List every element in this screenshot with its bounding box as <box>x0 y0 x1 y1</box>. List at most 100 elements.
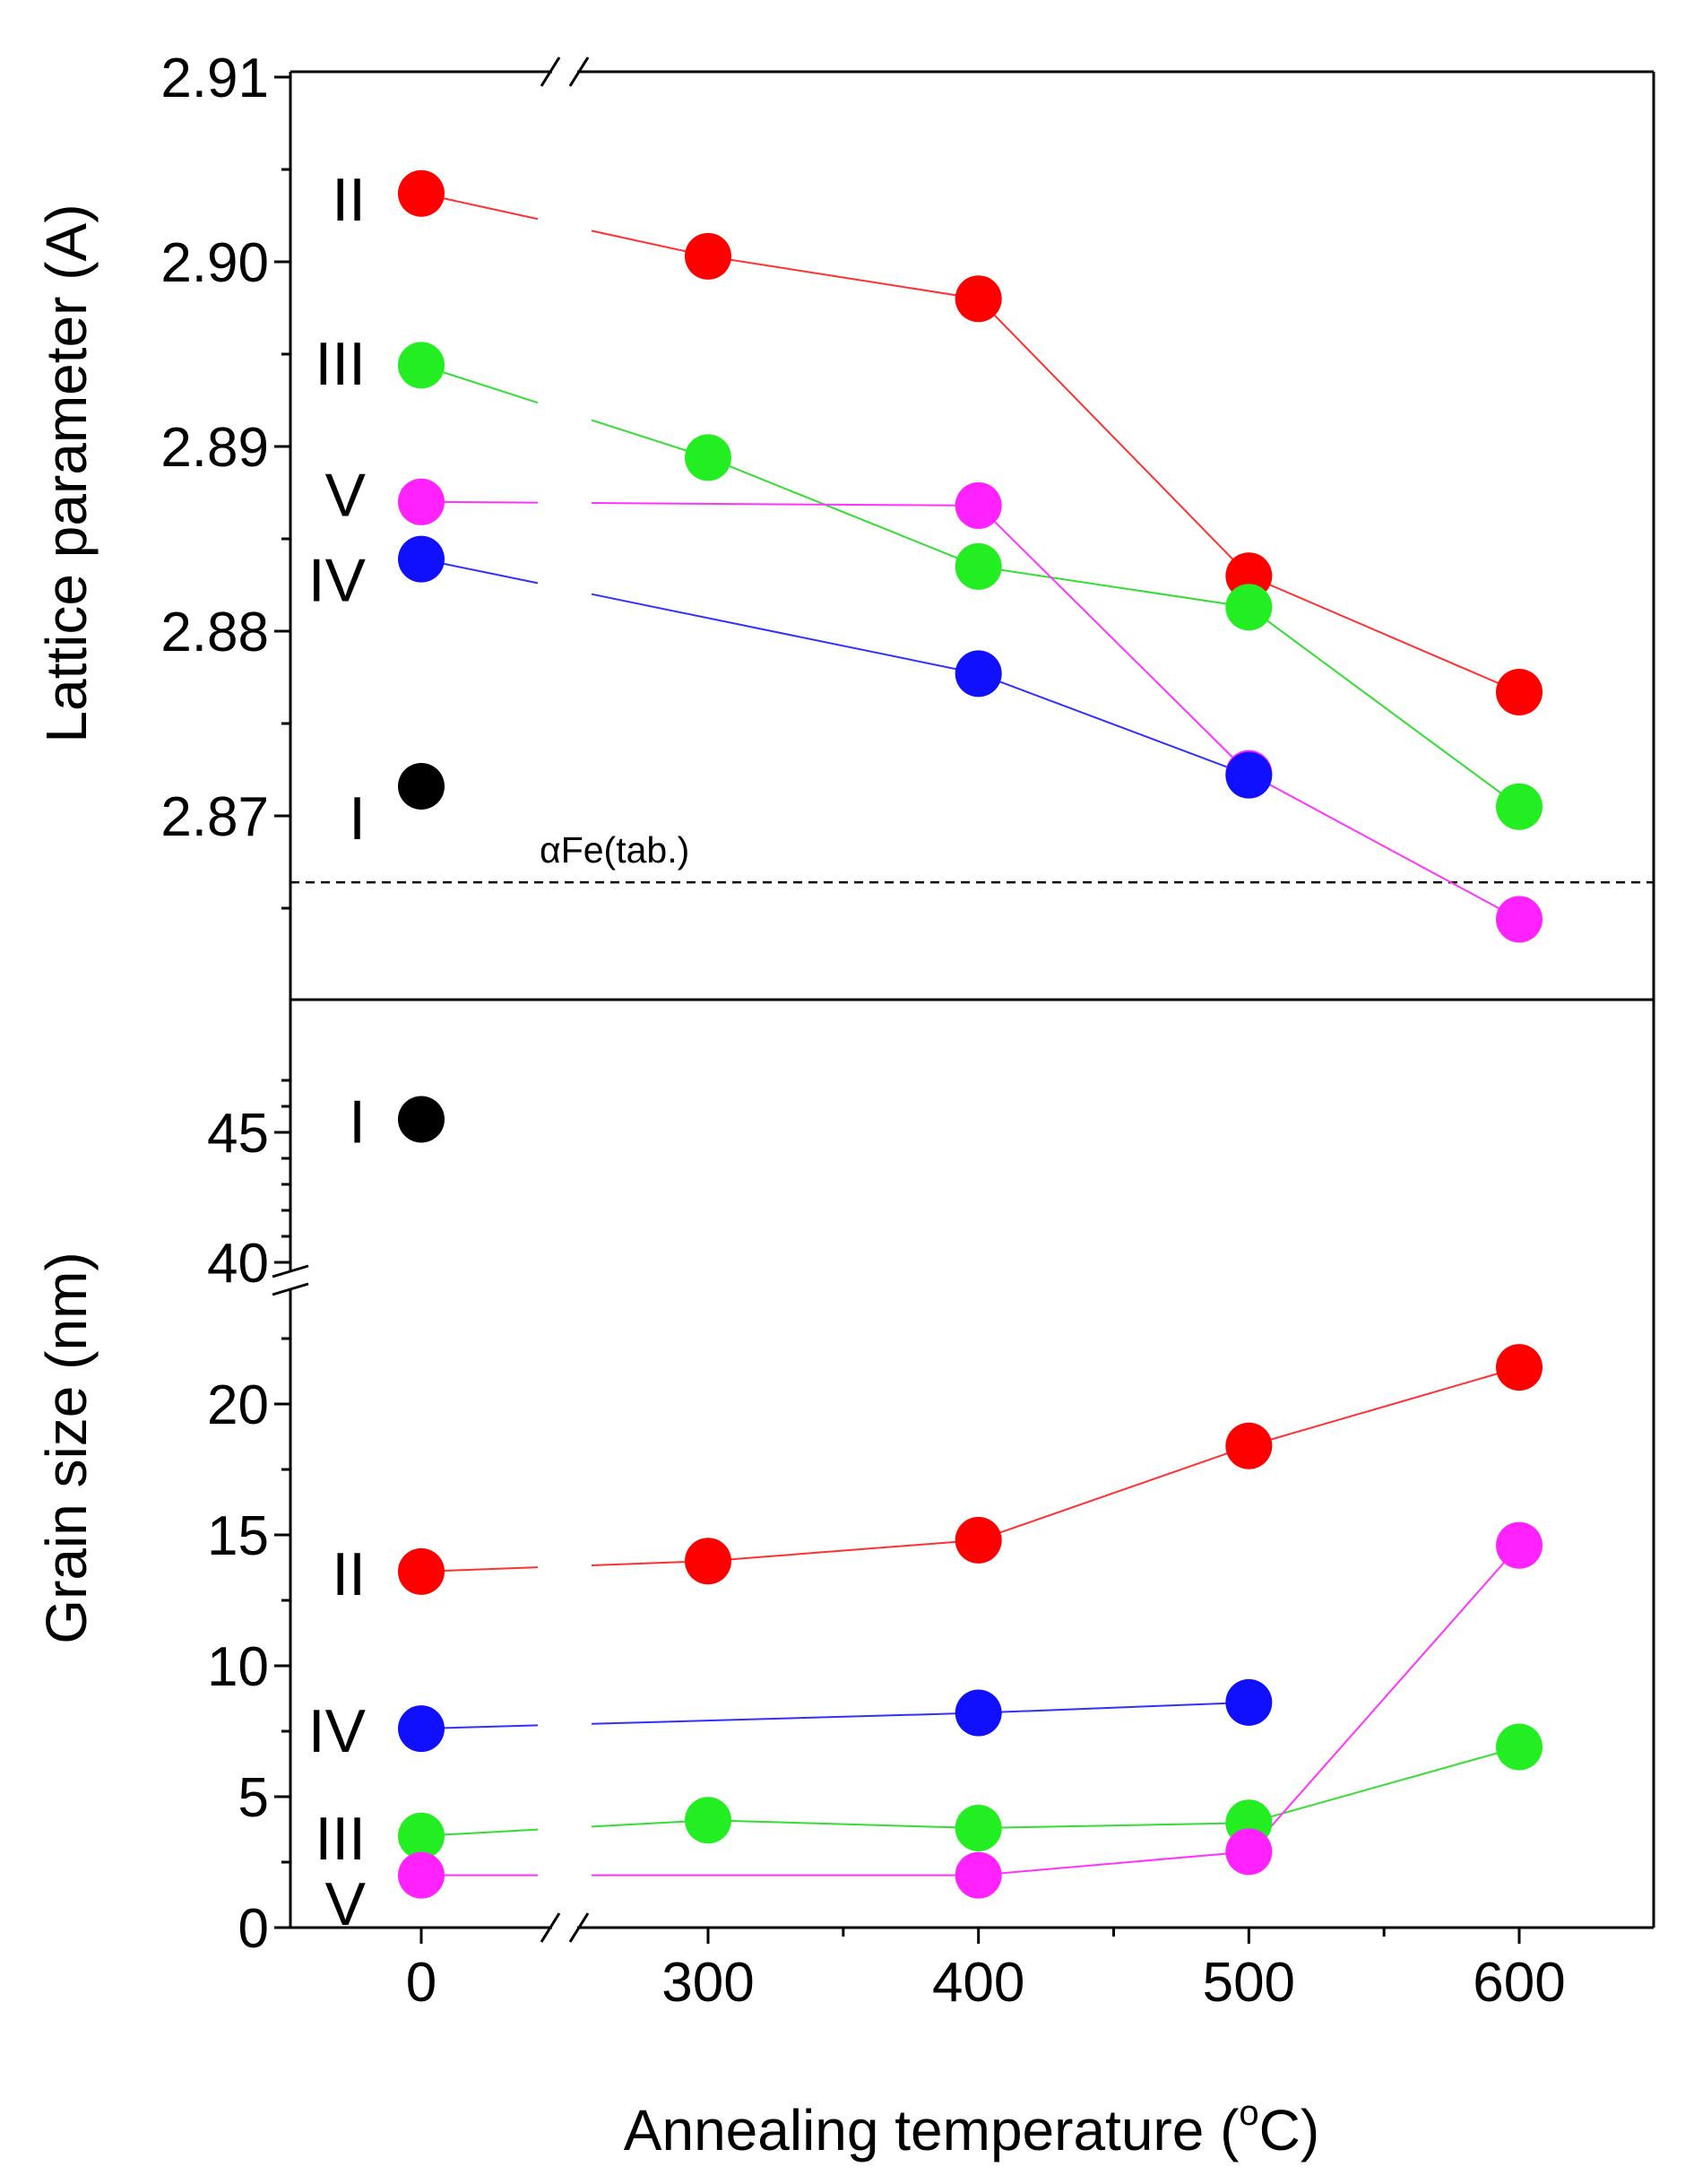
y-break-mark <box>272 1264 309 1278</box>
data-point-V-bottom <box>955 1851 1002 1899</box>
series-line-V-bottom <box>978 1850 1249 1876</box>
data-point-V-bottom <box>398 1851 445 1899</box>
series-label-III-top: III <box>315 330 366 398</box>
y-tick-label-bottom: 0 <box>238 1898 269 1960</box>
axes-frame <box>272 56 1655 1943</box>
axis-labels: Lattice parameter (A) Grain size (nm) αF… <box>34 166 1319 2162</box>
series-line-IV-bottom <box>978 1701 1249 1714</box>
data-point-II-top <box>685 232 731 280</box>
y-axis-label-bottom: Grain size (nm) <box>34 1252 99 1643</box>
data-point-III-top <box>1225 584 1273 631</box>
data-point-III-bottom <box>955 1805 1002 1852</box>
data-point-III-bottom <box>1496 1723 1543 1771</box>
y-break-mark <box>272 1282 309 1296</box>
series-label-II-bottom: II <box>332 1540 366 1608</box>
series-label-V-bottom: V <box>325 1870 367 1938</box>
x-axis-label-main: Annealing temperature ( <box>624 2098 1240 2162</box>
y-tick-label-bottom: 20 <box>207 1374 269 1436</box>
series-line-III-top <box>978 565 1249 609</box>
data-point-V-top <box>1496 896 1543 943</box>
data-point-V-bottom <box>1496 1521 1543 1569</box>
data-point-III-bottom <box>398 1812 445 1859</box>
data-point-IV-bottom <box>398 1705 445 1753</box>
data-point-V-top <box>955 481 1002 529</box>
series-line-II-top <box>707 255 979 300</box>
y-axis-label-top: Lattice parameter (A) <box>34 204 99 742</box>
series-label-I-bottom: I <box>349 1088 366 1157</box>
data-point-IV-bottom <box>1225 1678 1273 1726</box>
series-line-V-top <box>1248 772 1520 921</box>
x-break-mark <box>540 1912 561 1943</box>
x-tick-label: 500 <box>1203 1952 1295 2014</box>
series-line-IV-top <box>591 593 979 675</box>
series-line-II-bottom <box>1249 1366 1520 1447</box>
data-point-III-top <box>685 434 731 481</box>
series-line-II-bottom <box>978 1444 1249 1541</box>
series-line-II-top <box>1248 575 1520 693</box>
data-point-II-bottom <box>398 1547 445 1595</box>
series-line-IV-bottom <box>591 1712 979 1725</box>
x-axis-label: Annealing temperature (oC) <box>624 2093 1319 2162</box>
data-point-I-bottom <box>398 1096 445 1143</box>
data-point-V-bottom <box>1225 1828 1273 1876</box>
data-point-II-top <box>398 169 445 217</box>
series-line-II-bottom <box>707 1538 979 1563</box>
y-tick-label-bottom: 15 <box>207 1505 269 1567</box>
data-point-II-top <box>1496 668 1543 715</box>
data-point-IV-bottom <box>955 1689 1002 1737</box>
data-point-II-bottom <box>1496 1344 1543 1391</box>
x-tick-label: 300 <box>661 1952 754 2014</box>
data-point-IV-top <box>1225 751 1273 799</box>
data-point-III-bottom <box>685 1797 731 1844</box>
y-tick-label-top: 2.89 <box>160 417 269 479</box>
series-line-III-top <box>707 456 980 568</box>
data-point-IV-top <box>398 535 445 583</box>
series-line-V-bottom <box>1248 1545 1520 1852</box>
series-line-III-bottom <box>707 1819 979 1830</box>
series-line-III-bottom <box>978 1822 1249 1830</box>
series-line-II-top <box>977 298 1250 576</box>
x-break-mark <box>568 56 590 87</box>
x-break-mark <box>540 56 561 87</box>
data-point-II-bottom <box>1225 1422 1273 1469</box>
y-tick-label-bottom: 5 <box>238 1767 269 1829</box>
series-line-III-top <box>1248 606 1520 808</box>
y-break-gap <box>287 1271 294 1289</box>
series-line-V-top <box>591 502 979 507</box>
series-label-II-top: II <box>332 166 366 234</box>
data-point-III-top <box>955 542 1002 590</box>
series-line-III-bottom <box>1249 1746 1520 1824</box>
data-point-III-top <box>398 342 445 389</box>
data-point-III-top <box>1496 783 1543 830</box>
data-point-I-top <box>398 763 445 810</box>
x-axis-label-degree: o <box>1239 2093 1258 2133</box>
series-label-IV-bottom: IV <box>308 1697 367 1765</box>
y-tick-label-bottom-upper: 45 <box>207 1103 269 1165</box>
series-label-V-top: V <box>325 462 367 530</box>
x-break-mark <box>568 1912 590 1943</box>
series-label-III-bottom: III <box>315 1805 366 1873</box>
x-tick-label: 0 <box>406 1952 436 2014</box>
y-tick-label-top: 2.87 <box>160 786 269 848</box>
series-label-IV-top: IV <box>308 546 367 614</box>
y-tick-label-top: 2.91 <box>160 48 269 109</box>
data-point-II-top <box>955 275 1002 323</box>
series-lines <box>420 192 1520 1876</box>
y-tick-label-bottom: 10 <box>207 1636 269 1698</box>
series-points <box>398 169 1543 1899</box>
reference-line-label: αFe(tab.) <box>540 829 689 871</box>
series-label-I-top: I <box>349 784 366 853</box>
x-axis-label-end: C) <box>1259 2098 1320 2162</box>
series-line-IV-top <box>978 672 1249 776</box>
x-tick-label: 400 <box>932 1952 1024 2014</box>
series-line-V-top <box>977 505 1250 775</box>
data-point-II-bottom <box>685 1538 731 1585</box>
y-tick-label-top: 2.90 <box>160 232 269 294</box>
data-point-V-top <box>398 478 445 525</box>
y-tick-label-bottom-upper: 40 <box>207 1233 269 1295</box>
x-tick-label: 600 <box>1473 1952 1565 2014</box>
y-tick-label-top: 2.88 <box>160 602 269 663</box>
axis-ticks: 2.87 2.88 2.89 2.90 2.91 0 5 10 15 20 40 45 0 300 400 5… <box>160 48 1565 2014</box>
